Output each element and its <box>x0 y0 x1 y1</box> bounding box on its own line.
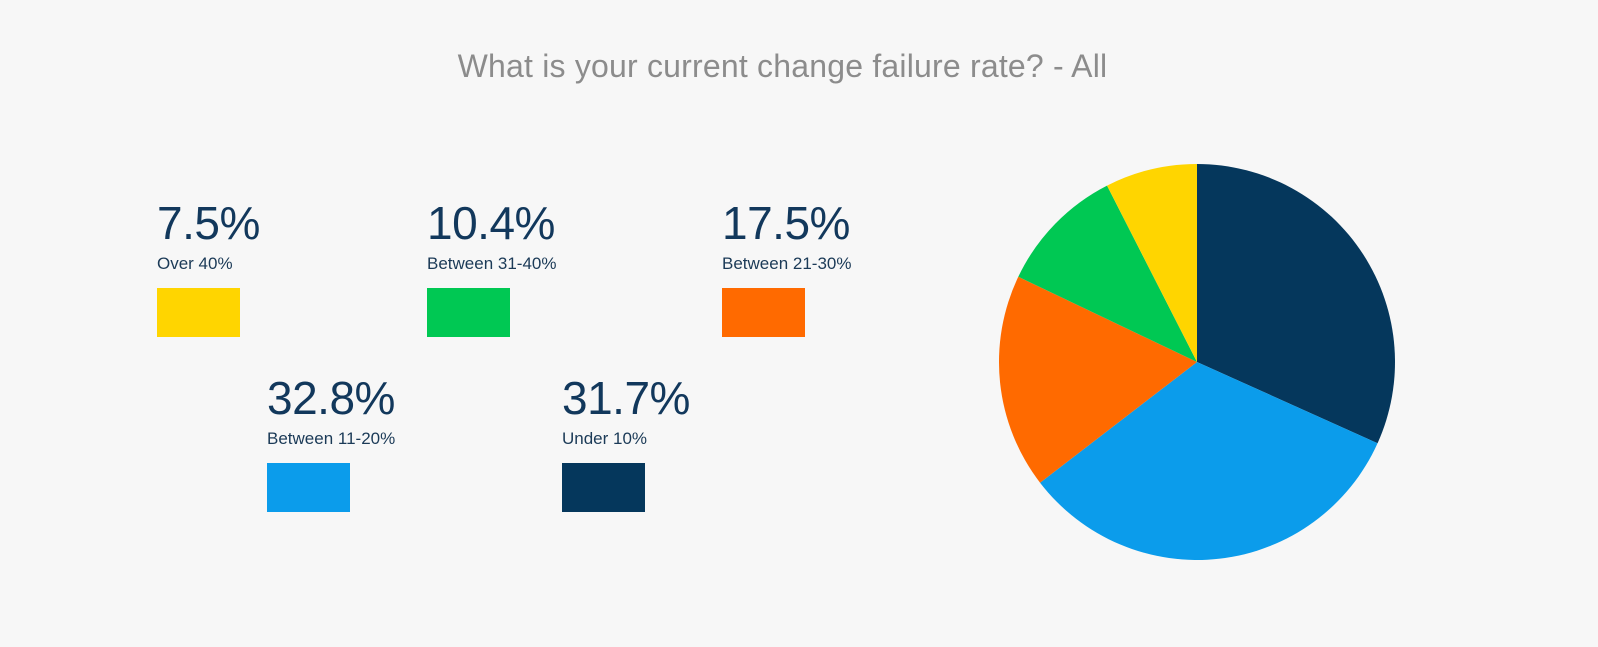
pie-slice[interactable] <box>1040 362 1378 560</box>
pie-slice[interactable] <box>999 276 1197 483</box>
legend-label: Between 21-30% <box>722 254 852 273</box>
legend-item-between-11-20[interactable]: 32.8% Between 11-20% <box>267 375 567 512</box>
legend-value: 32.8% <box>267 372 395 424</box>
legend-color-swatch <box>427 287 510 337</box>
legend-label: Between 11-20% <box>267 429 396 448</box>
legend-value: 17.5% <box>722 197 850 249</box>
legend-color-swatch <box>157 287 240 337</box>
pie-graphic <box>999 164 1395 560</box>
pie-svg <box>999 164 1395 560</box>
pie-slice[interactable] <box>1197 164 1395 444</box>
pie-slice[interactable] <box>1018 185 1197 362</box>
chart-legend: 7.5% Over 40% 10.4% Between 31-40% 17.5%… <box>157 200 862 512</box>
legend-color-swatch <box>267 462 350 512</box>
legend-item-under-10[interactable]: 31.7% Under 10% <box>562 375 862 512</box>
legend-color-swatch <box>562 462 645 512</box>
legend-value: 31.7% <box>562 372 690 424</box>
legend-value: 10.4% <box>427 197 555 249</box>
legend-value: 7.5% <box>157 197 260 249</box>
legend-item-over-40[interactable]: 7.5% Over 40% <box>157 200 457 337</box>
legend-label: Between 31-40% <box>427 254 557 273</box>
page-title: What is your current change failure rate… <box>457 48 1108 84</box>
legend-item-between-31-40[interactable]: 10.4% Between 31-40% <box>427 200 727 337</box>
legend-label: Under 10% <box>562 429 648 448</box>
pie-slice[interactable] <box>1107 164 1197 362</box>
legend-item-between-21-30[interactable]: 17.5% Between 21-30% <box>722 200 1022 337</box>
legend-label: Over 40% <box>157 254 233 273</box>
legend-color-swatch <box>722 287 805 337</box>
